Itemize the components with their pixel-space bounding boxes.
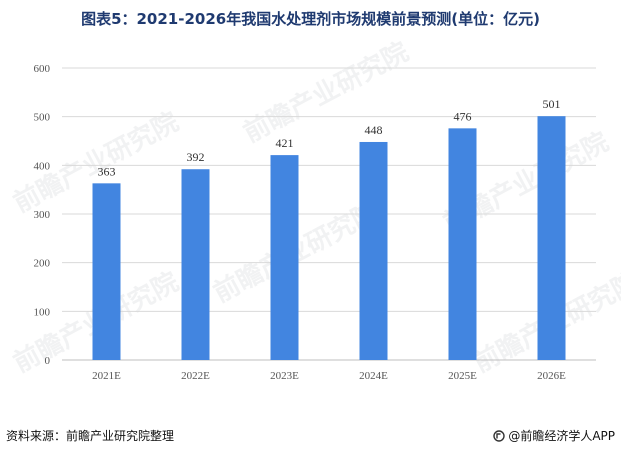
bar [181, 169, 210, 360]
x-tick-label: 2021E [92, 370, 121, 382]
bar [92, 183, 121, 360]
data-label: 448 [365, 123, 383, 137]
x-axis-ticks: 2021E 2022E 2023E 2024E 2025E 2026E [92, 370, 566, 382]
brand-label: @前瞻经济学人APP [508, 429, 615, 443]
watermark-text: 前瞻产业研究院 [238, 36, 413, 149]
data-label: 421 [276, 136, 294, 150]
y-tick-label: 100 [34, 306, 51, 318]
y-tick-label: 500 [34, 112, 51, 124]
data-label: 363 [98, 164, 116, 178]
x-tick-label: 2026E [537, 370, 566, 382]
bar [359, 141, 388, 360]
y-tick-label: 0 [45, 355, 51, 367]
source-note: 资料来源：前瞻产业研究院整理 [6, 429, 175, 443]
bar [448, 128, 477, 360]
y-tick-label: 400 [34, 160, 51, 172]
brand-logo-icon [493, 429, 506, 442]
bar [537, 116, 566, 361]
y-tick-label: 600 [34, 63, 51, 75]
bar [270, 155, 299, 360]
data-label: 392 [187, 150, 205, 164]
y-axis-ticks: 0 100 200 300 400 500 600 [34, 63, 51, 367]
data-label: 501 [543, 97, 561, 111]
x-tick-label: 2025E [448, 370, 477, 382]
x-tick-label: 2024E [359, 370, 388, 382]
bar-chart: 前瞻产业研究院前瞻产业研究院前瞻产业研究院前瞻产业研究院前瞻产业研究院前瞻产业研… [8, 36, 621, 382]
chart-title: 图表5：2021-2026年我国水处理剂市场规模前景预测(单位：亿元) [81, 10, 540, 28]
brand-note: @前瞻经济学人APP [493, 427, 615, 444]
x-tick-label: 2022E [181, 370, 210, 382]
data-label: 476 [454, 109, 472, 123]
y-tick-label: 200 [34, 258, 51, 270]
x-tick-label: 2023E [270, 370, 299, 382]
gridlines [62, 67, 596, 361]
bars: 363 392 421 448 476 501 [92, 97, 566, 361]
y-tick-label: 300 [34, 209, 51, 221]
